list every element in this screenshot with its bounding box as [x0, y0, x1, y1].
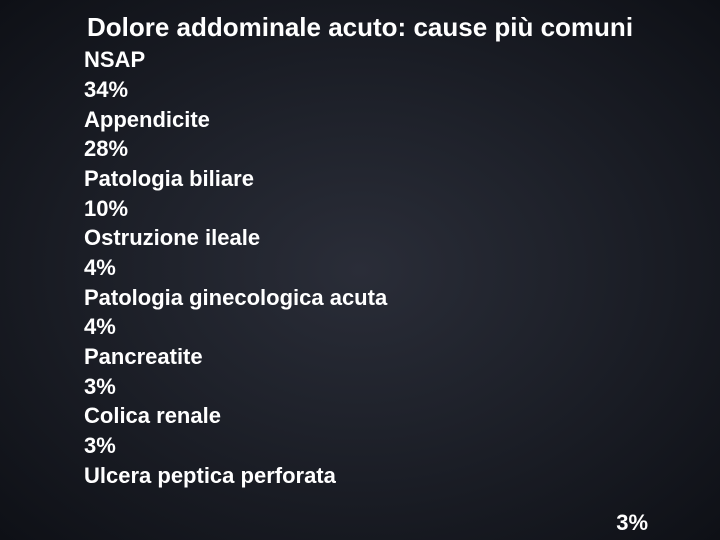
list-row: Patologia biliare: [84, 164, 720, 194]
list-row: 3%: [84, 372, 720, 402]
list-row: Appendicite: [84, 105, 720, 135]
cause-percent: 3%: [84, 374, 116, 399]
right-percent: 3%: [616, 510, 648, 536]
cause-percent: 28%: [84, 136, 128, 161]
cause-label: Ostruzione ileale: [84, 225, 260, 250]
list-row: Pancreatite: [84, 342, 720, 372]
list-row: Ulcera peptica perforata: [84, 461, 720, 491]
list-row: Patologia ginecologica acuta: [84, 283, 720, 313]
list-row: 34%: [84, 75, 720, 105]
cause-label: Colica renale: [84, 403, 221, 428]
cause-percent: 3%: [84, 433, 116, 458]
cause-label: NSAP: [84, 47, 145, 72]
list-row: 4%: [84, 253, 720, 283]
cause-label: Patologia ginecologica acuta: [84, 285, 387, 310]
list-row: 3%: [84, 431, 720, 461]
cause-label: Ulcera peptica perforata: [84, 463, 336, 488]
list-row: 28%: [84, 134, 720, 164]
cause-label: Appendicite: [84, 107, 210, 132]
cause-list: NSAP 34% Appendicite 28% Patologia bilia…: [0, 45, 720, 490]
cause-percent: 4%: [84, 314, 116, 339]
list-row: Colica renale: [84, 401, 720, 431]
list-row: NSAP: [84, 45, 720, 75]
cause-percent: 10%: [84, 196, 128, 221]
cause-percent: 34%: [84, 77, 128, 102]
list-row: 4%: [84, 312, 720, 342]
cause-label: Patologia biliare: [84, 166, 254, 191]
slide-title: Dolore addominale acuto: cause più comun…: [0, 0, 720, 43]
list-row: Ostruzione ileale: [84, 223, 720, 253]
cause-percent: 4%: [84, 255, 116, 280]
list-row: 10%: [84, 194, 720, 224]
cause-label: Pancreatite: [84, 344, 203, 369]
